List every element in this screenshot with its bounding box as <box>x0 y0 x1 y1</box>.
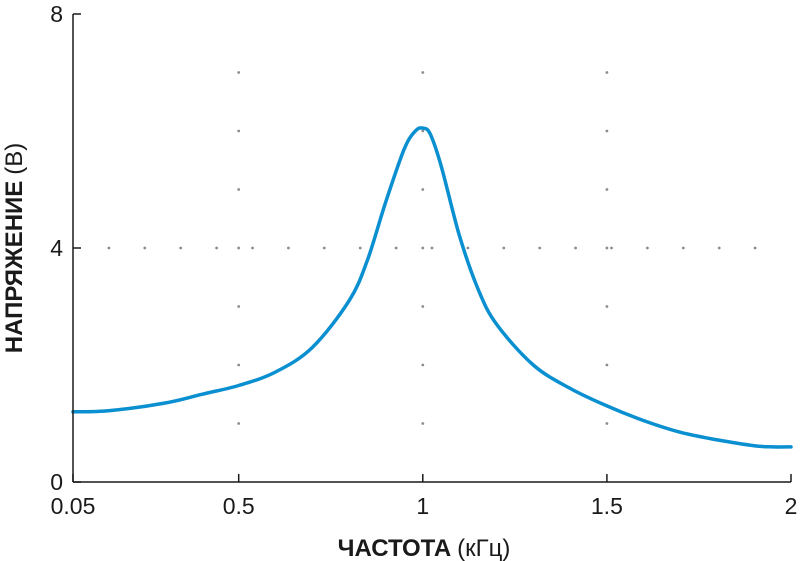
grid-dot <box>421 363 425 367</box>
y-axis-title-unit: (В) <box>1 143 28 175</box>
grid-dot <box>237 305 241 308</box>
grid-dot <box>251 246 254 250</box>
x-tick-label: 1.5 <box>591 493 623 519</box>
grid-dot <box>394 246 398 250</box>
grid-dot <box>646 246 649 250</box>
grid-dot <box>605 305 609 308</box>
x-tick-label: 2 <box>785 493 798 519</box>
grid-dot <box>107 246 111 250</box>
grid-dot <box>753 246 757 250</box>
y-tick-label: 0 <box>50 469 63 495</box>
grid-dot <box>358 246 362 250</box>
grid-dot <box>466 246 470 250</box>
grid-dot <box>143 246 147 250</box>
grid-dot <box>605 129 609 133</box>
grid-dot <box>605 363 609 367</box>
grid-dot <box>421 246 425 250</box>
grid-dot <box>605 246 609 250</box>
grid-dot <box>287 246 290 250</box>
grid-dot <box>681 246 685 250</box>
grid-dot <box>237 363 241 367</box>
y-tick-label: 8 <box>50 1 63 27</box>
x-axis-title-main: ЧАСТОТА <box>338 535 452 561</box>
grid-dot <box>502 246 506 250</box>
grid-dot <box>322 246 326 250</box>
grid-dot <box>215 246 219 250</box>
grid-dot <box>237 422 241 425</box>
grid-dot <box>430 246 434 250</box>
grid-dot <box>605 71 609 74</box>
grid-dot <box>605 422 609 425</box>
x-tick-label: 0.5 <box>223 493 255 519</box>
x-tick-label: 1 <box>416 493 429 519</box>
grid-dot <box>574 246 577 250</box>
grid-dot <box>237 246 241 250</box>
grid-dot <box>610 246 613 250</box>
grid-dot <box>605 188 609 191</box>
grid-dot <box>421 422 425 425</box>
grid-dot <box>717 246 721 250</box>
x-tick-label: 0.05 <box>51 493 96 519</box>
grid-dot <box>421 188 425 191</box>
grid-dots <box>107 71 757 425</box>
grid-dot <box>421 71 425 74</box>
y-axis-title-main: НАПРЯЖЕНИЕ <box>1 181 28 354</box>
grid-dot <box>237 71 241 74</box>
grid-dot <box>237 129 241 133</box>
y-axis-title: НАПРЯЖЕНИЕ (В) <box>1 143 28 354</box>
grid-dot <box>538 246 542 250</box>
series-line <box>71 126 793 449</box>
grid-dot <box>421 129 425 133</box>
grid-dot <box>237 188 241 191</box>
y-tick-label: 4 <box>50 235 63 261</box>
grid-dot <box>421 305 425 308</box>
x-axis-title: ЧАСТОТА (кГц) <box>338 535 511 561</box>
ticks: 0.05 0.5 1 1.5 2 0 4 8 <box>50 1 797 519</box>
x-axis-title-unit: (кГц) <box>457 535 510 561</box>
grid-dot <box>179 246 183 250</box>
